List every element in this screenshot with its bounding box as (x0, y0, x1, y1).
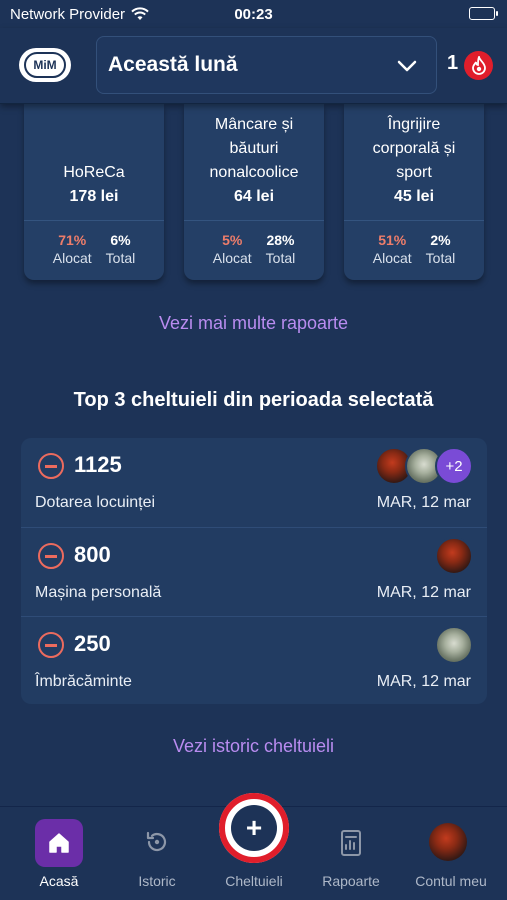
expense-row[interactable]: 250 Îmbrăcăminte MAR, 12 mar (21, 616, 487, 704)
category-card[interactable]: Mâncare și băuturi nonalcoolice 64 lei 5%… (184, 104, 324, 280)
card-divider (344, 220, 484, 221)
tab-home[interactable]: Acasă (0, 807, 118, 900)
category-card[interactable]: HoReCa 178 lei 71% Alocat 6% Total (24, 104, 164, 280)
expense-category: Îmbrăcăminte (35, 673, 132, 690)
expense-amount: 250 (74, 631, 111, 656)
avatar (435, 537, 473, 575)
home-icon (35, 819, 83, 867)
history-icon (146, 831, 167, 852)
tab-reports-label: Rapoarte (322, 873, 380, 889)
card-divider (24, 220, 164, 221)
period-dropdown[interactable]: Această lună (96, 36, 437, 94)
category-name: HoReCa (63, 164, 125, 181)
total-value: 28% (266, 232, 295, 248)
tab-account-label: Contul meu (415, 873, 487, 889)
flame-icon[interactable] (464, 51, 493, 80)
allocated-value: 5% (222, 232, 243, 248)
fab-ring (219, 793, 289, 863)
battery-icon (469, 7, 498, 20)
tab-expenses-label: Cheltuieli (225, 873, 283, 889)
allocated-value: 51% (378, 232, 407, 248)
total-value: 6% (110, 232, 131, 248)
expense-history-link[interactable]: Vezi istoric cheltuieli (172, 736, 335, 756)
category-cards: HoReCa 178 lei 71% Alocat 6% Total Mâncare … (0, 104, 507, 280)
reports-icon (341, 830, 361, 856)
carrier: Network Provider (10, 6, 149, 23)
expense-amount: 800 (74, 542, 111, 567)
total-label: Total (265, 250, 296, 266)
category-amount: 178 lei (69, 188, 119, 205)
carrier-name: Network Provider (10, 5, 126, 23)
allocated-label: Alocat (372, 250, 412, 266)
expense-date: MAR, 12 mar (376, 673, 471, 690)
expense-row[interactable]: 800 Mașina personală MAR, 12 mar (21, 527, 487, 615)
tab-reports[interactable]: Rapoarte (310, 807, 392, 900)
status-bar: Network Provider 00:23 (0, 0, 507, 28)
category-name: Îngrijire corporală și sport (372, 116, 456, 181)
app-logo[interactable]: MiM (19, 48, 71, 82)
chevron-down-icon (397, 60, 417, 72)
expense-category: Dotarea locuinței (35, 494, 156, 511)
category-name: Mâncare și băuturi nonalcoolice (209, 116, 299, 181)
category-card[interactable]: Îngrijire corporală și sport 45 lei 51% Al… (344, 104, 484, 280)
expense-row[interactable]: 1125 +2 Dotarea locuinței MAR, 12 mar (21, 438, 487, 526)
top-expenses-title: Top 3 cheltuieli din perioada selectată (73, 389, 434, 411)
tab-home-label: Acasă (39, 873, 79, 889)
expense-date: MAR, 12 mar (376, 494, 471, 511)
tab-expenses[interactable]: + Cheltuieli (208, 793, 300, 900)
card-divider (184, 220, 324, 221)
minus-circle-icon (38, 543, 64, 569)
add-expense-button[interactable]: + (219, 793, 289, 863)
tab-history[interactable]: Istoric (114, 807, 200, 900)
avatar (429, 823, 467, 861)
allocated-label: Alocat (52, 250, 92, 266)
clock: 00:23 (234, 5, 273, 23)
wifi-icon (131, 7, 149, 20)
expense-amount: 1125 (74, 452, 122, 477)
app-header: MiM Această lună 1 (0, 28, 507, 104)
expense-category: Mașina personală (35, 584, 162, 601)
allocated-value: 71% (58, 232, 87, 248)
category-amount: 64 lei (233, 188, 275, 205)
participant-avatars (435, 537, 473, 575)
minus-circle-icon (38, 453, 64, 479)
avatar (435, 626, 473, 664)
participant-avatars: +2 (375, 447, 473, 485)
streak-count: 1 (447, 52, 459, 74)
total-label: Total (425, 250, 456, 266)
tab-account[interactable]: Contul meu (404, 807, 498, 900)
period-label: Această lună (108, 53, 238, 76)
top-expenses-list: 1125 +2 Dotarea locuinței MAR, 12 mar 80… (21, 438, 487, 704)
extra-participants-badge: +2 (435, 447, 473, 485)
expense-date: MAR, 12 mar (376, 584, 471, 601)
category-amount: 45 lei (393, 188, 435, 205)
minus-circle-icon (38, 632, 64, 658)
logo-text: MiM (24, 52, 66, 78)
bottom-nav: Acasă Istoric + Cheltuieli Rapoarte Cont… (0, 793, 507, 900)
participant-avatars (435, 626, 473, 664)
total-label: Total (105, 250, 136, 266)
more-reports-link[interactable]: Vezi mai multe rapoarte (158, 313, 349, 333)
total-value: 2% (430, 232, 451, 248)
allocated-label: Alocat (212, 250, 252, 266)
tab-history-label: Istoric (138, 873, 176, 889)
